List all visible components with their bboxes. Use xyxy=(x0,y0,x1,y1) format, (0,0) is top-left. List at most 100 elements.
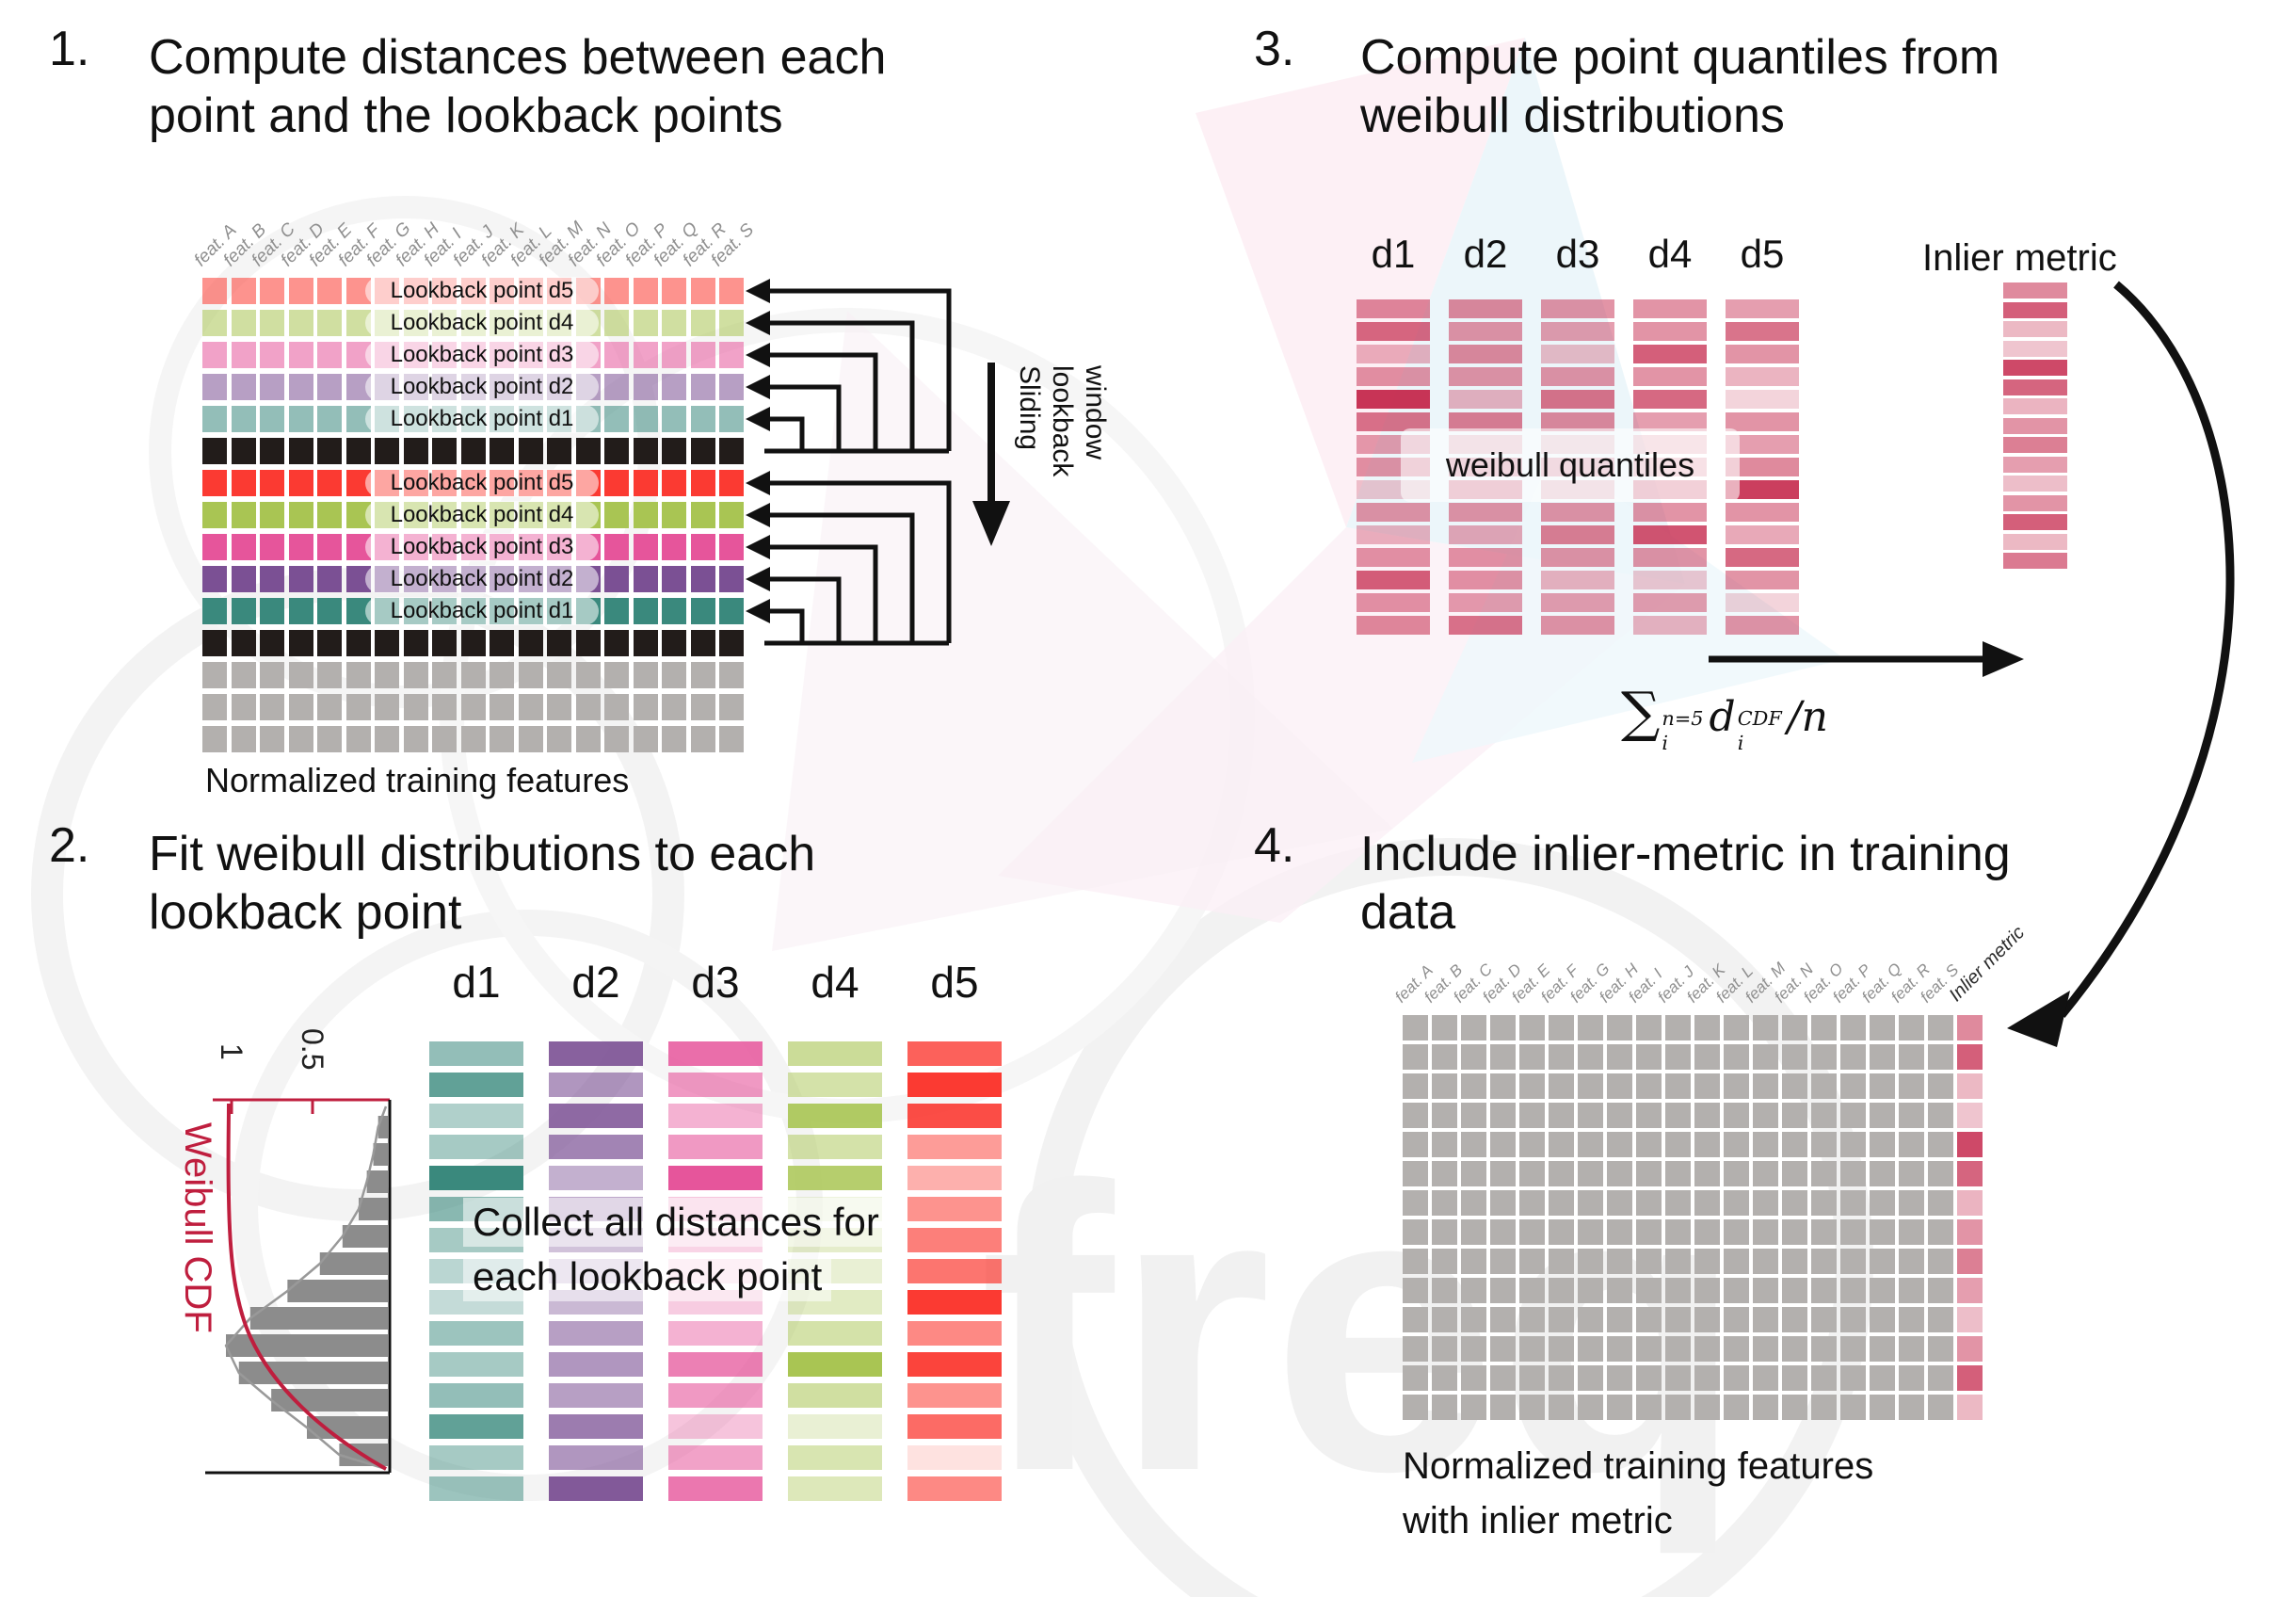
grid-square xyxy=(1840,1190,1866,1216)
grid-square xyxy=(1490,1365,1516,1391)
grid-square xyxy=(403,438,428,464)
grid-square xyxy=(604,694,629,720)
inlier-metric-bar xyxy=(2003,494,2067,511)
grid-square xyxy=(719,310,744,336)
grid-square xyxy=(690,630,715,656)
distance-bar xyxy=(429,1445,523,1470)
inlier-metric-cell xyxy=(1957,1132,1983,1157)
grid-square xyxy=(1519,1219,1545,1245)
grid-square xyxy=(1899,1103,1924,1128)
grid-square xyxy=(1870,1395,1895,1420)
grid-square xyxy=(1636,1190,1662,1216)
distance-bar xyxy=(429,1414,523,1439)
grid-square xyxy=(1724,1132,1749,1157)
distance-bar xyxy=(429,1383,523,1408)
grid-square xyxy=(317,694,342,720)
sliding-window-word: lookback xyxy=(1047,365,1078,477)
grid-square xyxy=(1665,1073,1691,1099)
grid-square xyxy=(633,278,658,304)
distance-bar xyxy=(907,1290,1002,1315)
grid-square xyxy=(1665,1395,1691,1420)
grid-square xyxy=(1490,1103,1516,1128)
distance-bar xyxy=(907,1041,1002,1066)
grid-square xyxy=(604,278,629,304)
grid-square xyxy=(1724,1278,1749,1303)
inlier-metric-bar xyxy=(2003,553,2067,569)
quantile-bar xyxy=(1726,571,1799,589)
grid-square xyxy=(1870,1132,1895,1157)
grid-square xyxy=(1403,1336,1428,1362)
grid-square xyxy=(231,534,256,560)
grid-square xyxy=(317,502,342,528)
grid-square xyxy=(575,662,601,688)
step2-heading-line1: Fit weibull distributions to each xyxy=(149,827,816,881)
formula-var-sub: i xyxy=(1737,732,1744,754)
quantile-bar xyxy=(1541,299,1614,318)
grid-square xyxy=(1578,1219,1603,1245)
grid-square xyxy=(1928,1103,1953,1128)
grid-square xyxy=(1403,1249,1428,1274)
grid-square xyxy=(288,694,313,720)
distance-bar xyxy=(429,1166,523,1190)
grid-square xyxy=(1578,1249,1603,1274)
quantile-bar xyxy=(1357,548,1430,567)
step1-number: 1. xyxy=(49,22,90,76)
quantile-bar xyxy=(1633,322,1707,341)
grid-square xyxy=(1753,1190,1778,1216)
grid-square xyxy=(1519,1190,1545,1216)
quantile-bar xyxy=(1357,412,1430,431)
quantile-bar xyxy=(1357,525,1430,544)
lookback-point-pill: Lookback point d3 xyxy=(365,533,599,561)
grid-square xyxy=(317,342,342,368)
inlier-metric-cell xyxy=(1957,1395,1983,1420)
formula-var-sup: CDF xyxy=(1737,707,1782,730)
grid-square xyxy=(662,566,686,592)
grid-square xyxy=(1607,1132,1632,1157)
grid-square xyxy=(1753,1103,1778,1128)
grid-square xyxy=(260,470,284,496)
grid-square xyxy=(1665,1190,1691,1216)
step2-number: 2. xyxy=(49,818,90,873)
grid-square xyxy=(719,566,744,592)
grid-square xyxy=(1870,1161,1895,1186)
quantile-bar xyxy=(1541,367,1614,386)
grid-square xyxy=(1636,1015,1662,1040)
grid-square xyxy=(345,694,371,720)
grid-square xyxy=(288,598,313,624)
grid-square xyxy=(1549,1015,1574,1040)
grid-square xyxy=(260,278,284,304)
quantile-bar xyxy=(1357,616,1430,635)
grid-square xyxy=(604,310,629,336)
grid-square xyxy=(1461,1307,1486,1332)
grid-square xyxy=(1549,1044,1574,1070)
grid-square xyxy=(633,406,658,432)
grid-square xyxy=(1432,1365,1457,1391)
grid-square xyxy=(1665,1307,1691,1332)
distance-bar xyxy=(429,1041,523,1066)
grid-square xyxy=(231,662,256,688)
grid-square xyxy=(1782,1103,1807,1128)
grid-square xyxy=(1636,1336,1662,1362)
distance-bar xyxy=(429,1352,523,1377)
grid-square xyxy=(1870,1190,1895,1216)
grid-square xyxy=(231,310,256,336)
grid-square xyxy=(1694,1103,1720,1128)
grid-square xyxy=(202,374,227,400)
grid-square xyxy=(690,694,715,720)
grid-square xyxy=(1811,1044,1837,1070)
grid-square xyxy=(1694,1073,1720,1099)
grid-square xyxy=(1724,1015,1749,1040)
grid-square xyxy=(719,534,744,560)
grid-square xyxy=(633,310,658,336)
grid-square xyxy=(1490,1395,1516,1420)
grid-square xyxy=(1870,1249,1895,1274)
distance-bar xyxy=(907,1352,1002,1377)
grid-square xyxy=(1811,1073,1837,1099)
grid-square xyxy=(1928,1219,1953,1245)
quantile-bar xyxy=(1449,412,1522,431)
distance-bar xyxy=(788,1445,882,1470)
grid-square xyxy=(1899,1365,1924,1391)
grid-square xyxy=(604,598,629,624)
grid-square xyxy=(317,406,342,432)
grid-square xyxy=(1724,1249,1749,1274)
